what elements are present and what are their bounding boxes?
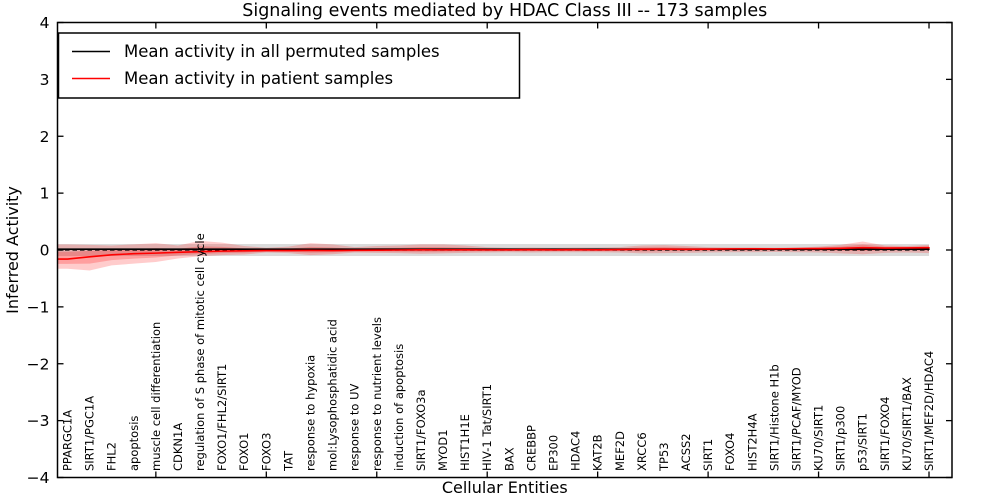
x-tick-label: PPARGC1A [61,410,75,471]
y-tick-label: 0 [40,242,50,260]
x-tick-label: KU70/SIRT1/BAX [900,377,914,471]
series-lines [57,246,930,260]
x-tick-label: MYOD1 [436,429,450,471]
x-axis-label: Cellular Entities [442,478,568,497]
x-tick-label: FOXO3 [259,433,273,471]
x-tick-label: induction of apoptosis [392,344,406,471]
x-tick-label: p53/SIRT1 [856,413,870,471]
x-tick-label: TP53 [657,442,671,472]
y-tick-label: −3 [27,412,50,430]
chart-title: Signaling events mediated by HDAC Class … [242,1,767,21]
x-tick-label: EP300 [546,435,560,471]
x-tick-label: HIV-1 Tat/SIRT1 [480,384,494,471]
x-tick-label: mol:Lysophosphatidic acid [326,319,340,471]
x-tick-label: response to UV [348,383,362,471]
y-axis-label: Inferred Activity [3,186,22,314]
patient-mean-line [57,246,930,260]
y-tick-label: 4 [40,14,50,32]
x-tick-label: ACSS2 [679,433,693,471]
x-tick-label: MEF2D [613,431,627,471]
x-tick-label: response to nutrient levels [370,317,384,471]
x-tick-label: FOXO1/FHL2/SIRT1 [215,364,229,471]
x-tick-label: BAX [502,447,516,471]
x-tick-label: response to hypoxia [303,355,317,471]
x-tick-label: SIRT1/PGC1A [83,396,97,471]
x-tick-label: SIRT1/Histone H1b [767,364,781,471]
legend-label-patient: Mean activity in patient samples [124,69,393,88]
x-tick-label: regulation of S phase of mitotic cell cy… [193,233,207,471]
y-tick-label: 1 [40,185,50,203]
y-tick-label: 2 [40,128,50,146]
x-tick-label: KAT2B [591,434,605,471]
x-tick-label: XRCC6 [635,432,649,471]
x-tick-label: KU70/SIRT1 [812,405,826,471]
y-tick-label: −2 [27,355,50,373]
axis-tick-labels: −4 −3 −2 −1 0 1 2 3 4 PPARGC1A SIRT1/PGC1A FHL2 apop… [27,14,936,487]
x-tick-label: CDKN1A [171,423,185,471]
patient-confidence-band [57,240,930,271]
x-tick-label: HIST2H4A [745,413,759,471]
x-tick-label: SIRT1/FOXO4 [878,396,892,471]
x-tick-label: SIRT1/MEF2D/HDAC4 [922,351,936,471]
x-tick-label: SIRT1/p300 [834,406,848,471]
legend-label-permuted: Mean activity in all permuted samples [124,42,440,61]
x-tick-label: FOXO4 [723,433,737,471]
legend-box [57,32,521,99]
x-tick-label: SIRT1 [701,439,715,471]
x-tick-label: HIST1H1E [458,414,472,471]
x-tick-label: muscle cell differentiation [149,322,163,471]
y-tick-label: −1 [27,298,50,316]
x-tick-label: CREBBP [524,425,538,471]
x-tick-label: apoptosis [127,416,141,471]
x-tick-label: FOXO1 [237,433,251,471]
x-tick-label: HDAC4 [569,431,583,471]
x-tick-label: TAT [281,450,295,472]
y-tick-label: −4 [27,469,50,487]
axes-frame [56,21,953,479]
legend: Mean activity in all permuted samples Me… [57,32,521,99]
x-tick-label: SIRT1/FOXO3a [414,389,428,471]
x-tick-label: SIRT1/PCAF/MYOD [789,367,803,471]
y-tick-label: 3 [40,71,50,89]
x-tick-label: FHL2 [105,442,119,471]
